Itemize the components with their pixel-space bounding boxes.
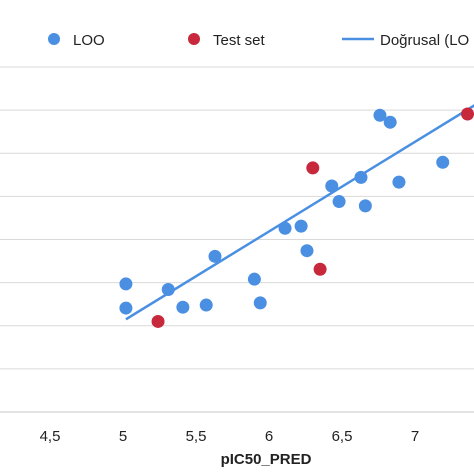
loo-point	[300, 244, 314, 258]
x-tick-label: 6,5	[332, 428, 353, 445]
loo-point	[253, 296, 267, 310]
loo-point	[176, 300, 190, 314]
regression-line	[125, 104, 474, 321]
legend-label-loo: LOO	[73, 32, 105, 49]
x-axis-ticks: 4,5 5 5,5 6 6,5 7	[40, 428, 420, 445]
loo-point	[436, 155, 450, 169]
loo-point	[358, 199, 372, 213]
x-tick-label: 5,5	[186, 428, 207, 445]
loo-point	[332, 195, 346, 209]
x-tick-label: 7	[411, 428, 419, 445]
legend-marker-test-set	[188, 33, 200, 45]
loo-point	[119, 277, 133, 291]
loo-point	[278, 221, 292, 235]
loo-point	[294, 219, 308, 233]
x-tick-label: 6	[265, 428, 273, 445]
x-tick-label: 4,5	[40, 428, 61, 445]
loo-point	[383, 115, 397, 129]
test-set-point	[461, 107, 474, 121]
loo-point	[119, 301, 133, 315]
loo-point	[199, 298, 213, 312]
loo-point	[392, 175, 406, 189]
loo-point	[208, 249, 222, 263]
x-axis-label: pIC50_PRED	[221, 451, 312, 468]
test-set-point	[306, 161, 320, 175]
loo-point	[354, 170, 368, 184]
regression-line-group	[125, 104, 474, 321]
legend: LOO Test set Doğrusal (LO	[48, 32, 469, 49]
data-points	[119, 107, 474, 328]
test-set-point	[151, 314, 165, 328]
legend-label-linear-fit: Doğrusal (LO	[380, 32, 469, 49]
legend-label-test-set: Test set	[213, 32, 266, 49]
x-tick-label: 5	[119, 428, 127, 445]
loo-point	[373, 108, 387, 122]
gridlines	[0, 66, 474, 413]
loo-point	[325, 179, 339, 193]
test-set-point	[313, 262, 327, 276]
legend-marker-loo	[48, 33, 60, 45]
loo-point	[247, 272, 261, 286]
loo-point	[161, 283, 175, 297]
